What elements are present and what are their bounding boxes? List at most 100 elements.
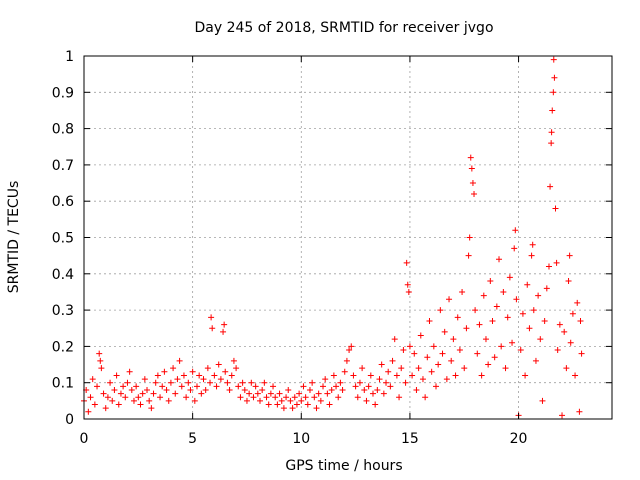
data-point [178, 383, 185, 390]
data-point [330, 372, 337, 379]
data-point [296, 390, 303, 397]
data-point [339, 386, 346, 393]
data-point [217, 376, 224, 383]
data-point [478, 372, 485, 379]
data-point [380, 390, 387, 397]
data-point [254, 390, 261, 397]
data-point [224, 379, 231, 386]
data-point [276, 390, 283, 397]
data-point [548, 140, 555, 147]
data-point [317, 397, 324, 404]
data-point [283, 394, 290, 401]
x-axis-label: GPS time / hours [285, 458, 402, 474]
data-point [133, 383, 140, 390]
data-point [577, 317, 584, 324]
data-point [174, 376, 181, 383]
data-point [467, 154, 474, 161]
data-point [289, 405, 296, 412]
data-point [513, 296, 520, 303]
data-point [532, 357, 539, 364]
data-point [400, 347, 407, 354]
data-point [468, 165, 475, 172]
data-point [313, 405, 320, 412]
data-point [320, 383, 327, 390]
data-point [446, 296, 453, 303]
data-point [274, 401, 281, 408]
data-point [191, 397, 198, 404]
data-point [324, 390, 331, 397]
data-point [411, 350, 418, 357]
data-point [565, 278, 572, 285]
data-point [465, 252, 472, 259]
data-point [202, 386, 209, 393]
data-point [270, 383, 277, 390]
data-point [87, 394, 94, 401]
data-point [396, 394, 403, 401]
data-point [448, 357, 455, 364]
data-point [252, 383, 259, 390]
data-point [235, 383, 242, 390]
data-point [376, 376, 383, 383]
y-tick-label: 0.5 [52, 231, 74, 247]
data-point [422, 394, 429, 401]
data-point [261, 379, 268, 386]
data-point [500, 288, 507, 295]
data-point [159, 383, 166, 390]
data-point [461, 365, 468, 372]
data-point [161, 368, 168, 375]
data-point [237, 394, 244, 401]
data-point [306, 386, 313, 393]
data-point [228, 372, 235, 379]
data-point [537, 336, 544, 343]
data-point [263, 394, 270, 401]
data-point [459, 288, 466, 295]
x-tick-label: 10 [292, 431, 310, 447]
data-point [221, 321, 228, 328]
data-point [439, 350, 446, 357]
data-point [135, 394, 142, 401]
data-point [406, 343, 413, 350]
x-tick-labels: 0 5 10 15 20 [80, 431, 528, 447]
data-point [466, 234, 473, 241]
data-point [328, 386, 335, 393]
data-point [415, 365, 422, 372]
data-point [566, 252, 573, 259]
data-point [91, 401, 98, 408]
data-point [530, 307, 537, 314]
data-point [341, 368, 348, 375]
data-point [512, 227, 519, 234]
data-point [482, 336, 489, 343]
data-point [326, 401, 333, 408]
data-point [413, 386, 420, 393]
data-point [574, 299, 581, 306]
data-point [454, 314, 461, 321]
y-tick-label: 0.7 [52, 158, 74, 174]
data-point [163, 386, 170, 393]
data-point [200, 376, 207, 383]
data-point [107, 379, 114, 386]
data-point [524, 281, 531, 288]
data-point [417, 332, 424, 339]
data-point [146, 397, 153, 404]
y-tick-label: 0 [65, 412, 74, 428]
data-point [549, 107, 556, 114]
data-point [365, 383, 372, 390]
data-point [165, 397, 172, 404]
data-point [309, 379, 316, 386]
data-point [550, 89, 557, 96]
x-tick-label: 15 [401, 431, 419, 447]
data-point [354, 394, 361, 401]
data-point [85, 408, 92, 415]
data-point [167, 379, 174, 386]
y-tick-label: 0.3 [52, 303, 74, 319]
data-point [378, 361, 385, 368]
data-point [94, 383, 101, 390]
data-point [196, 372, 203, 379]
data-point [172, 390, 179, 397]
data-point [369, 390, 376, 397]
data-point [100, 390, 107, 397]
y-tick-label: 0.8 [52, 122, 74, 138]
data-point [170, 365, 177, 372]
data-point [226, 386, 233, 393]
